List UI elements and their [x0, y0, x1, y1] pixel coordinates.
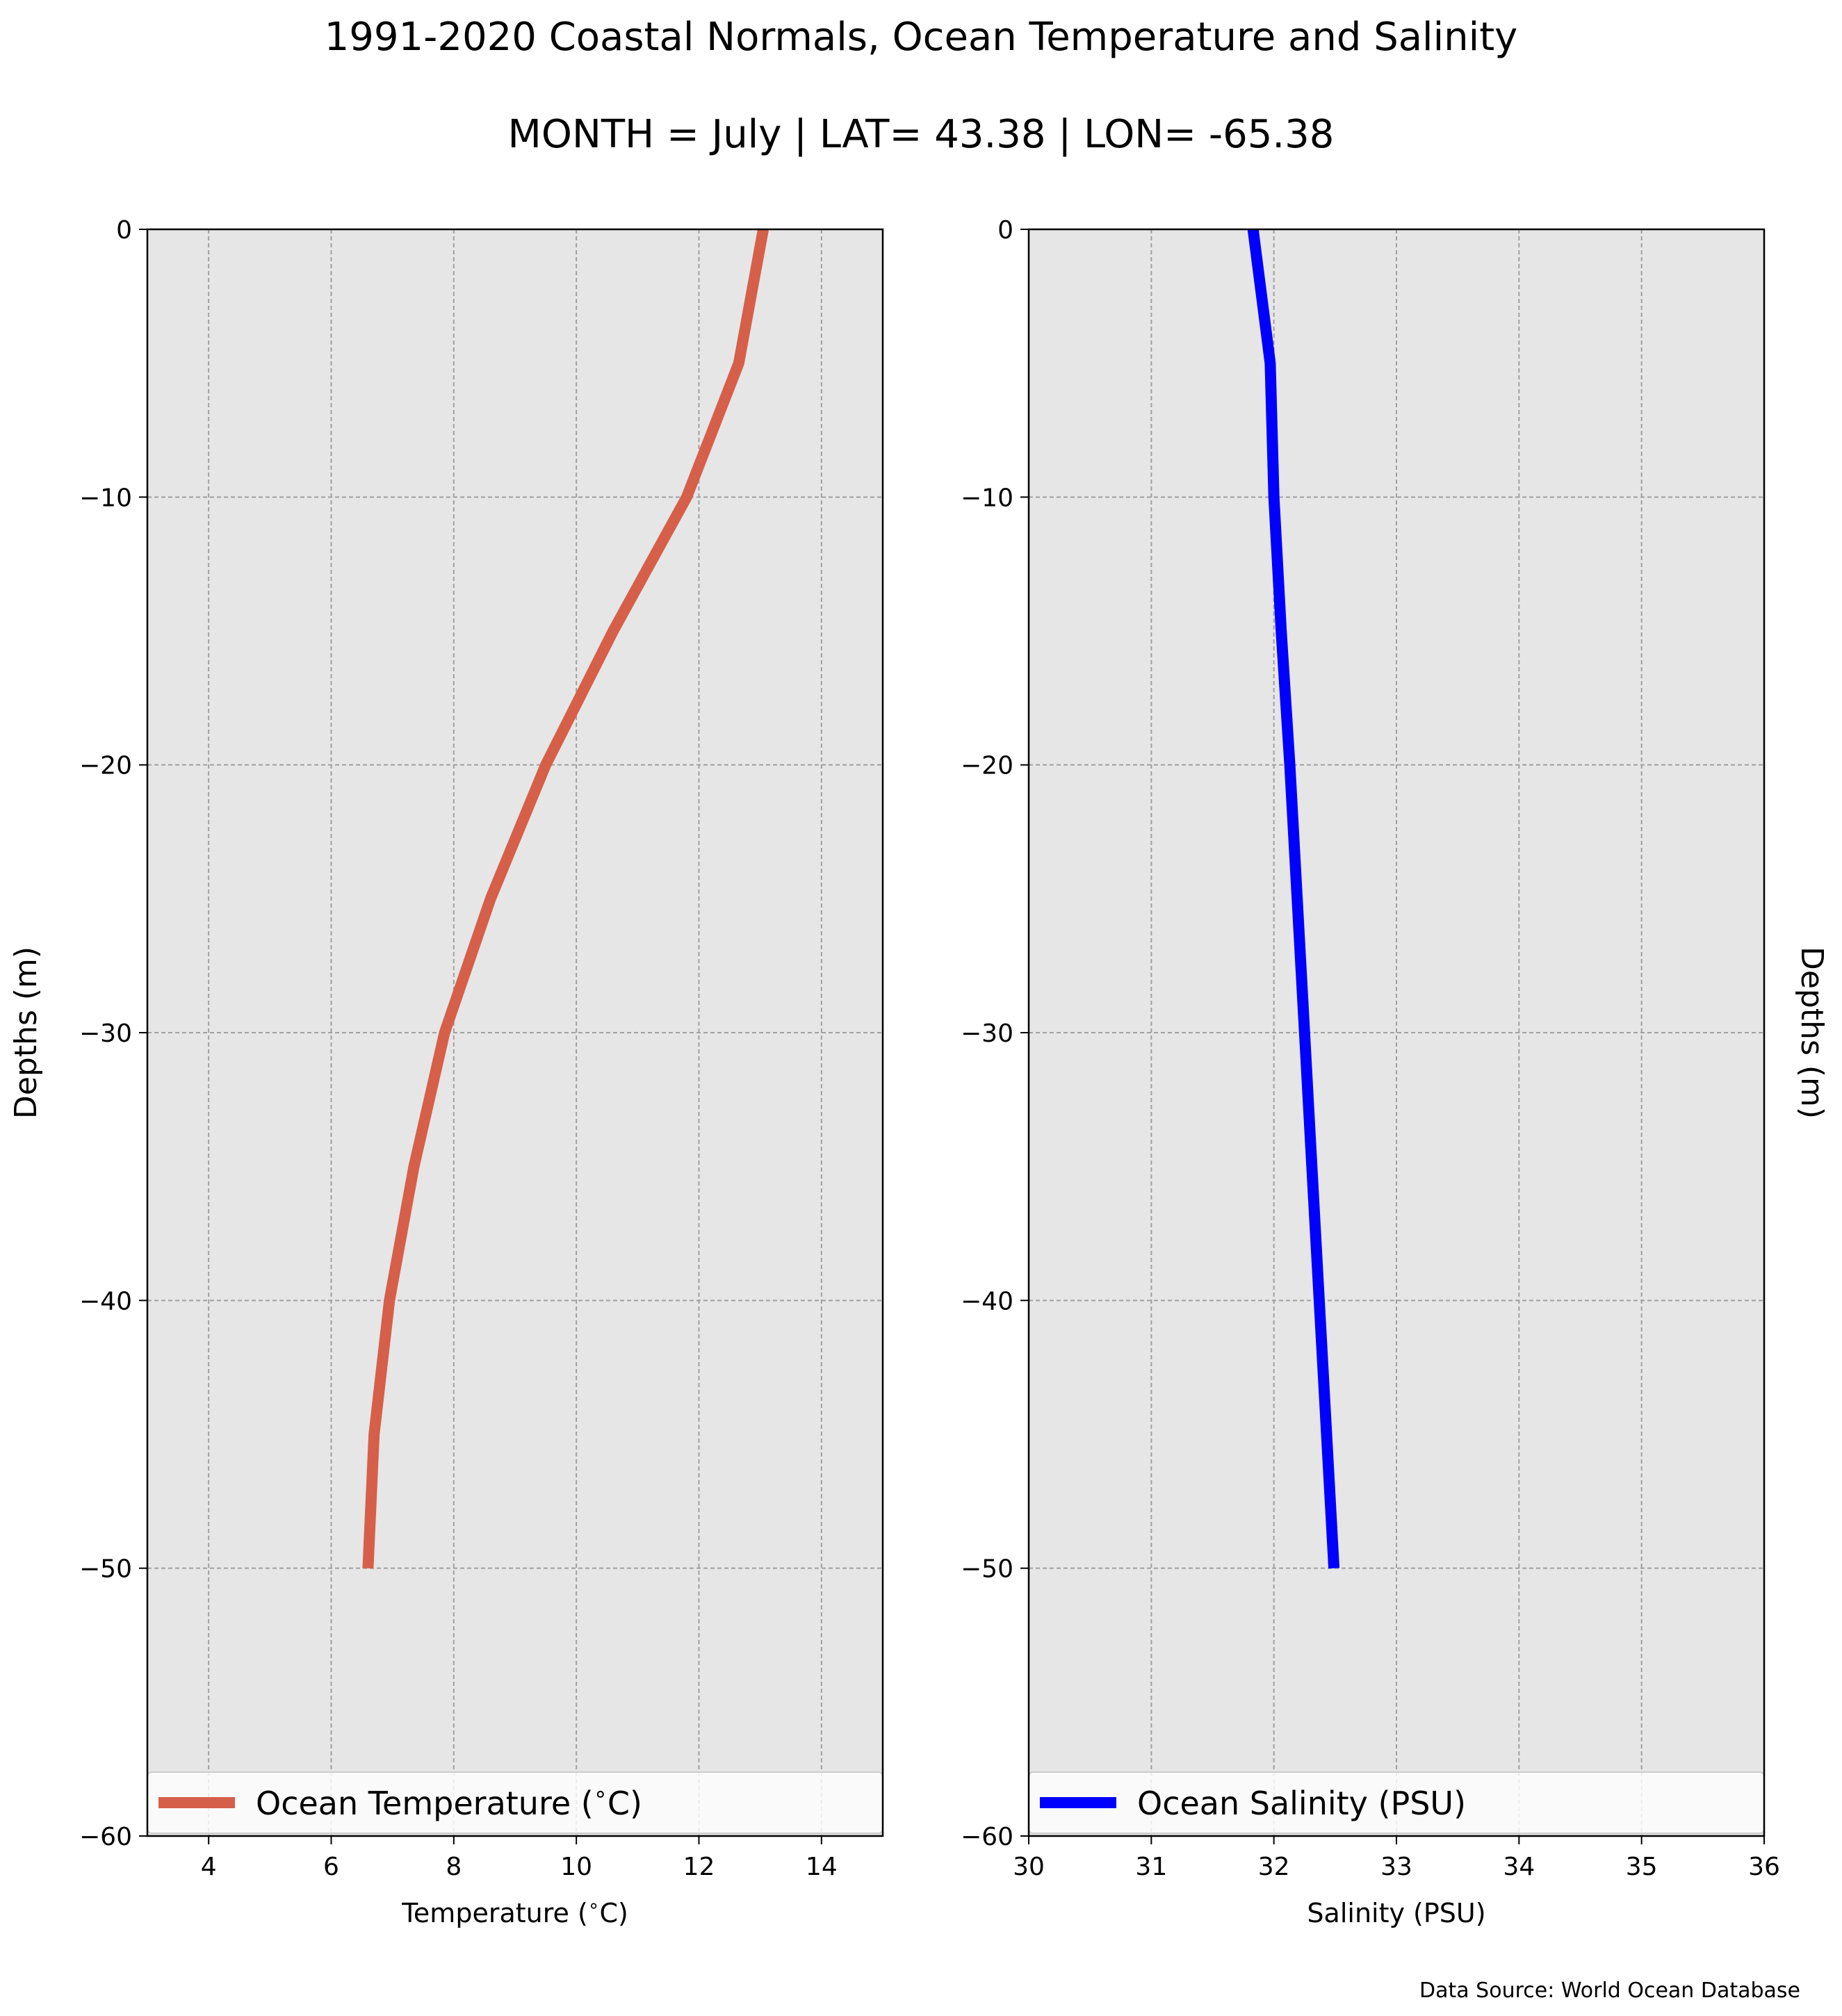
- x-tick-label: 6: [323, 1853, 339, 1881]
- x-tick-label: 32: [1258, 1853, 1290, 1881]
- data-source-note: Data Source: World Ocean Database: [1419, 1978, 1800, 2003]
- salinity-series-line: [1247, 228, 1340, 1569]
- y-tick-label: −20: [79, 752, 132, 780]
- x-tick-label: 35: [1626, 1853, 1658, 1881]
- y-tick-label: −60: [79, 1823, 132, 1851]
- salinity-y-axis-label: Depths (m): [1794, 946, 1829, 1119]
- x-tick-label: 12: [683, 1853, 715, 1881]
- x-tick-label: 4: [201, 1853, 217, 1881]
- temperature-y-axis-label: Depths (m): [8, 946, 44, 1119]
- salinity-x-axis-label: Salinity (PSU): [1307, 1898, 1485, 1928]
- y-tick-label: −50: [961, 1555, 1013, 1584]
- y-tick-label: 0: [997, 216, 1013, 245]
- x-tick-label: 8: [446, 1853, 462, 1881]
- figure-title: 1991-2020 Coastal Normals, Ocean Tempera…: [325, 15, 1518, 60]
- y-tick-label: −50: [79, 1555, 132, 1584]
- salinity-panel: Ocean Salinity (PSU) 30 31 32 33 34 35 36 0 −10 −2…: [961, 216, 1829, 1928]
- x-tick-label: 14: [806, 1853, 838, 1881]
- plot-area: [147, 229, 883, 1836]
- temperature-panel: Ocean Temperature (∘C) 4 6 8 10 12 14 0 −10 −20 −3…: [8, 216, 884, 1929]
- figure-subtitle: MONTH = July | LAT= 43.38 | LON= -65.38: [508, 112, 1335, 157]
- y-tick-label: −60: [961, 1823, 1013, 1851]
- y-tick-label: −10: [961, 484, 1013, 512]
- y-tick-label: −20: [961, 752, 1013, 780]
- x-tick-label: 33: [1380, 1853, 1412, 1881]
- y-tick-label: −10: [79, 484, 132, 512]
- x-tick-label: 36: [1748, 1853, 1780, 1881]
- y-tick-label: −40: [961, 1287, 1013, 1316]
- x-tick-label: 34: [1503, 1853, 1535, 1881]
- temperature-x-axis-label: Temperature (∘C): [401, 1895, 628, 1929]
- x-tick-label: 31: [1135, 1853, 1167, 1881]
- x-tick-label: 30: [1013, 1853, 1045, 1881]
- y-tick-label: −30: [79, 1019, 132, 1048]
- temperature-legend-label: Ocean Temperature (∘C): [256, 1780, 642, 1822]
- y-tick-label: 0: [116, 216, 132, 245]
- x-tick-label: 10: [560, 1853, 592, 1881]
- y-tick-label: −40: [79, 1287, 132, 1316]
- y-tick-label: −30: [961, 1019, 1013, 1048]
- salinity-legend-label: Ocean Salinity (PSU): [1137, 1785, 1466, 1822]
- temperature-series-line: [362, 228, 769, 1569]
